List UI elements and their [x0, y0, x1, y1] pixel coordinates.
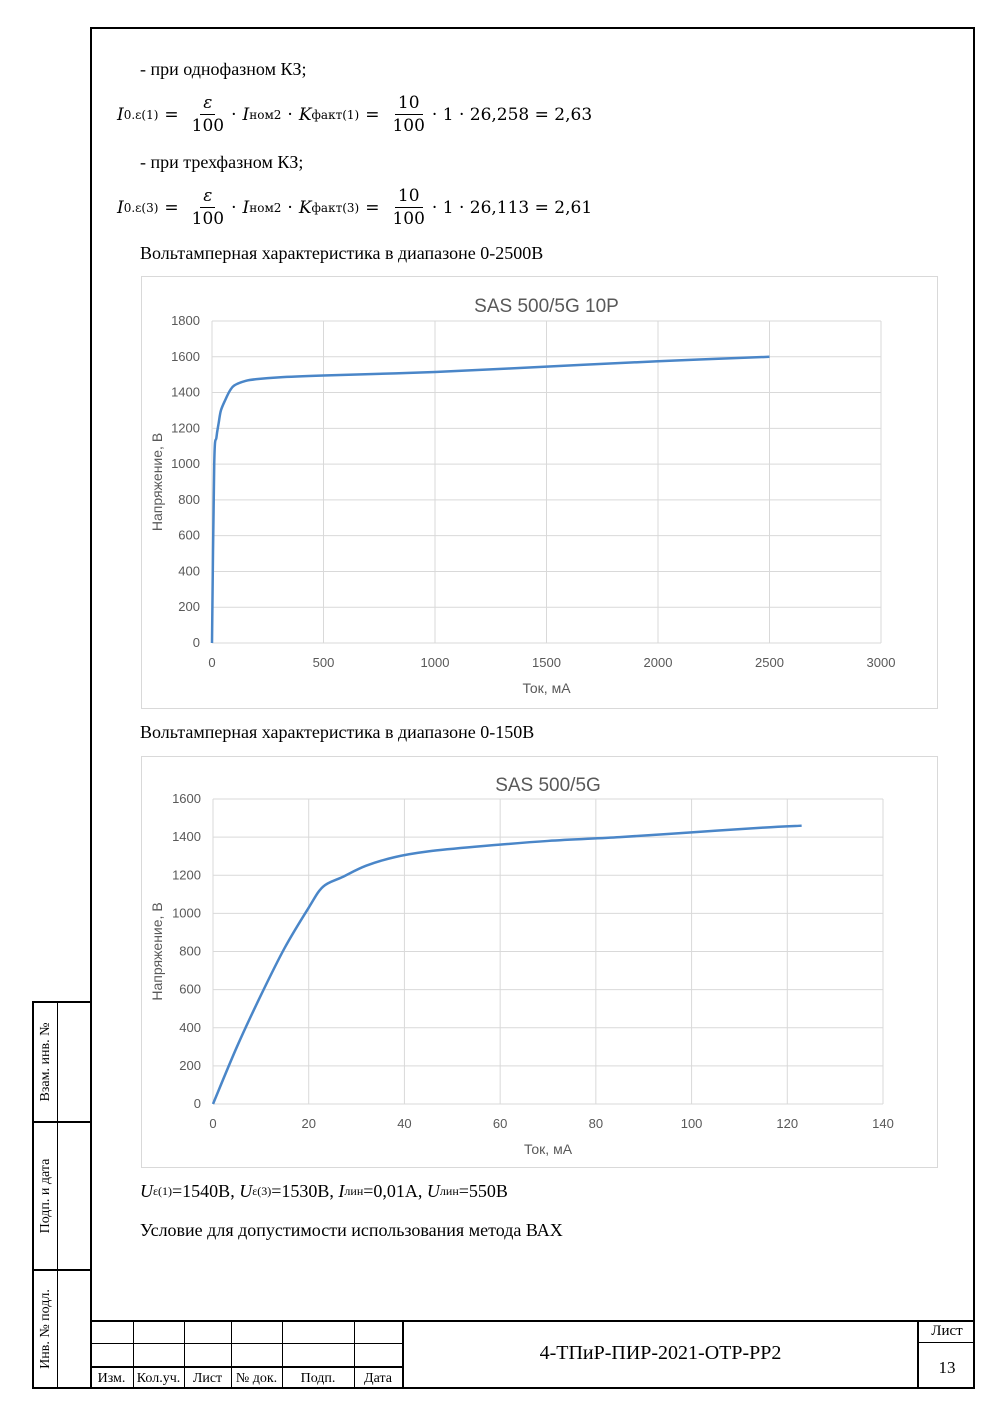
sheet-label: Лист	[931, 1323, 963, 1339]
x-tick-label: 1000	[421, 655, 450, 670]
x-tick-label: 0	[209, 1116, 216, 1131]
y-tick-label: 1600	[172, 791, 201, 806]
formula1-fraction-values: 10 100	[392, 93, 425, 136]
y-tick-label: 0	[194, 1096, 201, 1111]
condition-text: Условие для допустимости использования м…	[140, 1220, 563, 1240]
y-tick-label: 1200	[172, 867, 201, 882]
side-row-inventory: Инв. № подл.	[34, 1271, 90, 1387]
x-tick-label: 40	[397, 1116, 411, 1131]
y-tick-label: 1000	[172, 905, 201, 920]
col-label-count: Кол.уч.	[136, 1371, 181, 1386]
chart-title: SAS 500/5G	[495, 775, 601, 796]
side-stamp: Взам. инв. № Подп. и дата Инв. № подл.	[32, 1001, 90, 1389]
col-label-change: Изм.	[97, 1371, 126, 1386]
side-label-replaced: Взам. инв. №	[37, 1022, 53, 1102]
series-line	[211, 824, 802, 1105]
x-tick-label: 500	[313, 655, 335, 670]
three-phase-label: - при трехфазном КЗ;	[140, 152, 304, 172]
y-tick-label: 1600	[171, 349, 200, 364]
chart-title: SAS 500/5G 10P	[474, 296, 619, 317]
x-tick-label: 80	[589, 1116, 603, 1131]
x-axis-label: Ток, мА	[522, 680, 571, 696]
x-tick-label: 100	[681, 1116, 703, 1131]
col-label-date: Дата	[364, 1371, 392, 1386]
series-line	[210, 355, 770, 644]
title-block: Изм. Кол.уч. Лист № док. Подп. Дата 4-ТП…	[90, 1320, 975, 1389]
formula2-fraction-eps: ε 100	[191, 186, 225, 229]
side-label-inventory: Инв. № подл.	[37, 1289, 53, 1369]
y-tick-label: 800	[179, 944, 201, 959]
side-row-replaced: Взам. инв. №	[34, 1003, 90, 1123]
caption-chart-1: Вольтамперная характеристика в диапазоне…	[140, 243, 544, 263]
y-axis-label: Напряжение, В	[149, 902, 165, 1000]
formula1-lhs-sub: 0.ε(1)	[123, 107, 159, 122]
x-tick-label: 20	[301, 1116, 315, 1131]
y-tick-label: 600	[179, 982, 201, 997]
x-axis-label: Ток, мА	[524, 1141, 573, 1157]
col-label-doc-number: № док.	[235, 1371, 278, 1386]
x-tick-label: 60	[493, 1116, 507, 1131]
x-tick-label: 120	[776, 1116, 798, 1131]
x-tick-label: 2000	[644, 655, 673, 670]
y-axis-label: Напряжение, В	[149, 433, 165, 531]
x-tick-label: 1500	[532, 655, 561, 670]
formula2-fraction-values: 10 100	[392, 186, 425, 229]
caption-chart-2: Вольтамперная характеристика в диапазоне…	[140, 722, 535, 742]
x-tick-label: 3000	[867, 655, 896, 670]
y-tick-label: 200	[179, 1058, 201, 1073]
sheet-frame	[90, 27, 975, 1389]
formula2-result: · 1 · 26,113 = 2,61	[431, 197, 593, 218]
y-tick-label: 0	[193, 635, 200, 650]
y-tick-label: 1000	[171, 456, 200, 471]
side-label-signature-date: Подп. и дата	[37, 1158, 53, 1234]
col-label-signature: Подп.	[300, 1371, 336, 1386]
x-tick-label: 0	[208, 655, 215, 670]
y-tick-label: 1400	[172, 829, 201, 844]
y-tick-label: 1800	[171, 313, 200, 328]
formula2-lhs-sub: 0.ε(3)	[123, 200, 159, 215]
y-tick-label: 600	[178, 528, 200, 543]
chart-vac-150: 0 200 400 600 800 1000 1200 1400 1600 0 20 40 60 80 10…	[141, 756, 938, 1168]
single-phase-label: - при однофазном КЗ;	[140, 59, 307, 79]
chart-svg: 0 200 400 600 800 1000 1200 1400 1600 1800 0 500 100…	[149, 296, 896, 696]
formula1-result: · 1 · 26,258 = 2,63	[431, 104, 593, 125]
side-row-signature-date: Подп. и дата	[34, 1123, 90, 1271]
x-tick-label: 2500	[755, 655, 784, 670]
chart-svg: 0 200 400 600 800 1000 1200 1400 1600 0 20 40 60 80 10…	[149, 775, 894, 1157]
y-tick-label: 1400	[171, 385, 200, 400]
y-tick-label: 800	[178, 492, 200, 507]
y-tick-label: 400	[179, 1020, 201, 1035]
y-tick-label: 1200	[171, 420, 200, 435]
document-code: 4-ТПиР-ПИР-2021-ОТР-РР2	[539, 1342, 782, 1364]
x-tick-label: 140	[872, 1116, 894, 1131]
y-tick-label: 200	[178, 599, 200, 614]
col-label-sheet: Лист	[192, 1371, 223, 1386]
chart-vac-2500: 0 200 400 600 800 1000 1200 1400 1600 1800 0 500 100…	[141, 276, 938, 709]
formula1-fraction-eps: ε 100	[191, 93, 225, 136]
y-tick-label: 400	[178, 563, 200, 578]
sheet-number: 13	[938, 1358, 956, 1377]
